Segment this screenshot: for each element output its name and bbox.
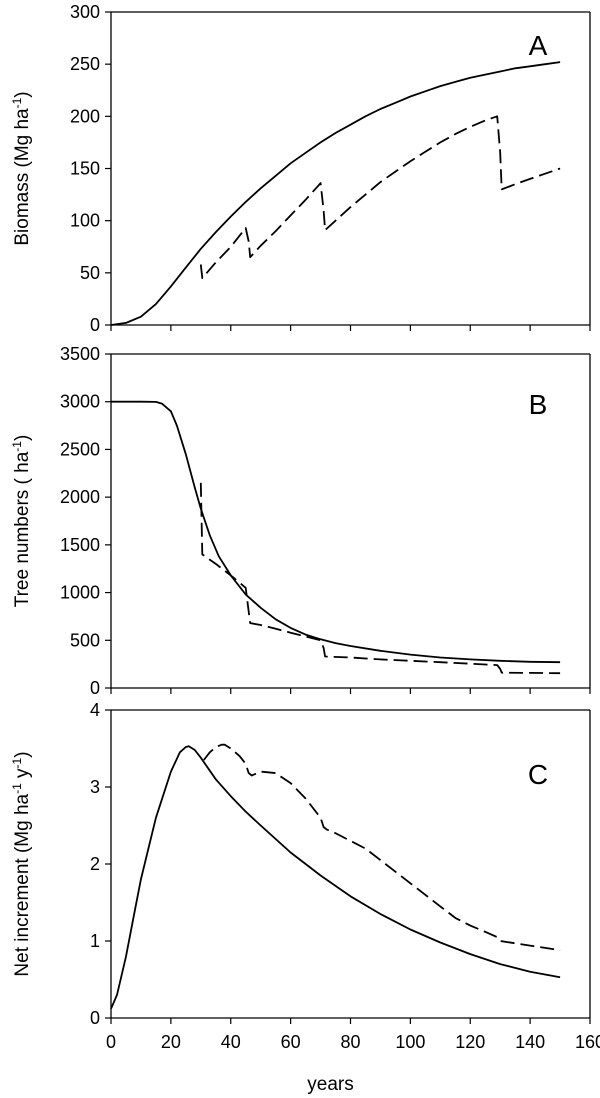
panel-B: 0 500 1000 1500 2000 2500 3000 3500 Tree numbers… [10, 344, 591, 698]
y-tick-label: 3500 [60, 344, 100, 364]
y-tick-label: 0 [90, 1008, 100, 1028]
series-line-solid [111, 400, 561, 664]
series-line-solid [110, 745, 561, 1010]
y-tick-label: 2 [90, 854, 100, 874]
y-tick-label: 50 [80, 263, 100, 283]
y-tick-label: 0 [90, 315, 100, 335]
y-tick-label: 300 [70, 2, 100, 22]
y-tick-label: 0 [90, 678, 100, 698]
panel-A: 0 50 100 150 200 250 300 Biomass (Mg ha-1) A [10, 2, 591, 335]
y-tick-label: 3 [90, 777, 100, 797]
y-tick-label: 2000 [60, 487, 100, 507]
x-tick-label: 80 [340, 1032, 360, 1052]
y-tick-label: 1500 [60, 535, 100, 555]
y-tick-label: 1 [90, 931, 100, 951]
panel-letter: C [528, 759, 548, 790]
panel-C: 01234020406080100120140160Net increment … [10, 700, 600, 1095]
y-tick-label: 250 [70, 54, 100, 74]
y-tick-label: 150 [70, 159, 100, 179]
series-line-solid [110, 61, 561, 326]
y-tick-label: 2500 [60, 439, 100, 459]
y-tick-label: 1000 [60, 583, 100, 603]
x-tick-label: 0 [106, 1032, 116, 1052]
x-tick-label: 140 [515, 1032, 545, 1052]
x-tick-label: 60 [281, 1032, 301, 1052]
y-tick-label: 200 [70, 106, 100, 126]
x-axis-title: years [307, 1074, 353, 1095]
x-tick-label: 20 [161, 1032, 181, 1052]
y-tick-label: 3000 [60, 392, 100, 412]
series-line-dashed [199, 482, 561, 675]
y-axis-title: Tree numbers ( ha-1) [10, 435, 33, 608]
x-tick-label: 120 [455, 1032, 485, 1052]
y-tick-label: 100 [70, 211, 100, 231]
x-tick-label: 40 [221, 1032, 241, 1052]
x-tick-label: 100 [395, 1032, 425, 1052]
y-axis-title: Biomass (Mg ha-1) [10, 91, 33, 245]
series-line-dashed [203, 743, 561, 952]
y-axis-title: Net increment (Mg ha-1 y-1) [10, 751, 33, 976]
y-tick-label: 4 [90, 700, 100, 720]
series-line-dashed [199, 115, 561, 280]
x-tick-label: 160 [575, 1032, 600, 1052]
y-tick-label: 500 [70, 630, 100, 650]
panel-letter: A [529, 30, 548, 61]
panel-letter: B [529, 389, 548, 420]
